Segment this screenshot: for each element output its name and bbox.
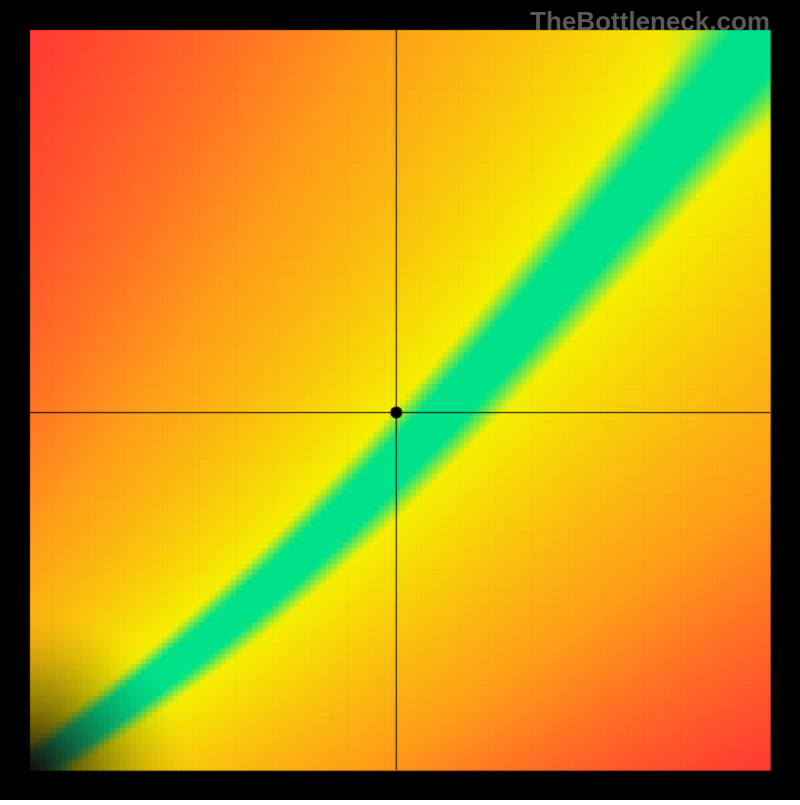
figure-root: TheBottleneck.com — [0, 0, 800, 800]
canvas-holder — [0, 0, 800, 800]
heatmap-canvas — [0, 0, 800, 800]
